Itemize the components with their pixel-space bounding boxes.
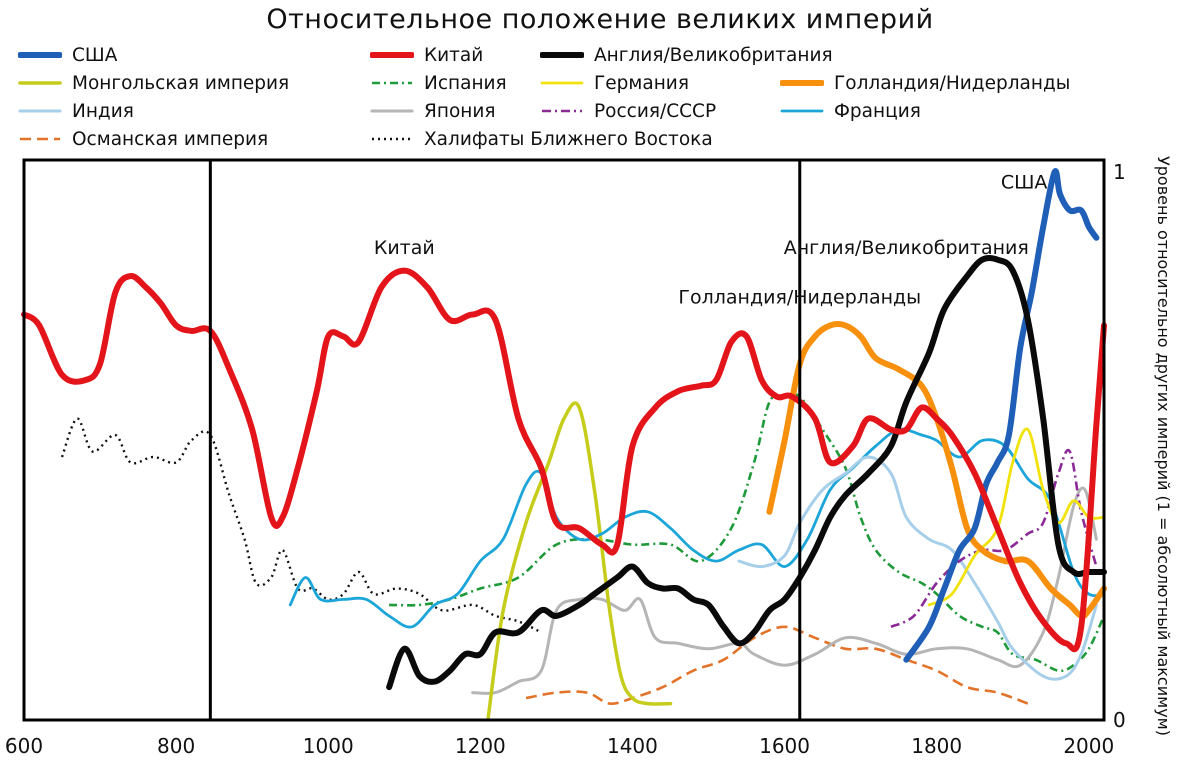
legend-label-11: Османская империя [72,128,269,150]
y-tick-label-1: 1 [1113,160,1126,184]
legend-item-6: Голландия/Нидерланды [780,70,1070,96]
legend-item-11: Османская империя [18,126,268,152]
series-line-11 [525,625,1029,706]
legend-swatch-12 [372,137,412,141]
x-tick-label-1000: 1000 [303,734,354,758]
legend-swatch-6 [780,80,824,86]
series-layer [21,168,1107,722]
series-line-8 [471,486,1098,695]
x-tick-label-2000: 2000 [1063,734,1114,758]
legend-label-10: Франция [834,100,921,122]
series-line-1 [21,267,1107,653]
series-line-9 [890,448,1098,629]
legend-label-5: Германия [594,72,689,94]
legend-swatch-5 [540,81,584,85]
y-tick-label-0: 0 [1113,708,1126,732]
series-line-5 [927,427,1106,607]
legend-label-0: США [72,44,118,66]
legend-item-3: Монгольская империя [18,70,289,96]
legend-label-4: Испания [424,72,507,94]
legend-label-8: Япония [424,100,496,122]
series-line-4 [389,392,1106,673]
legend-item-1: Китай [370,42,483,68]
x-tick-label-800: 800 [157,734,195,758]
legend-swatch-3 [18,81,62,85]
legend-item-4: Испания [370,70,507,96]
legend-item-5: Германия [540,70,689,96]
series-line-3 [486,401,673,722]
frame-layer [22,158,1106,722]
legend-swatch-11 [20,137,60,141]
legend-item-12: Халифаты Ближнего Востока [370,126,713,152]
legend-item-8: Япония [370,98,496,124]
series-line-2 [386,254,1107,691]
annotation-0: Китай [374,237,435,259]
x-tick-label-1200: 1200 [455,734,506,758]
legend-item-0: США [18,42,117,68]
annotation-2: Англия/Великобритания [784,237,1029,259]
series-line-10 [288,427,1106,629]
legend-swatch-7 [18,109,62,113]
chart-title: Относительное положение великих империй [266,4,934,35]
legend-label-2: Англия/Великобритания [594,44,833,66]
legend-swatch-0 [18,52,62,58]
legend: США Китай Англия/Великобритания Монгольская… [0,0,1200,160]
plot-frame [22,158,1106,722]
legend-label-9: Россия/СССР [594,100,717,122]
legend-item-7: Индия [18,98,134,124]
annotation-3: США [1001,171,1048,193]
legend-swatch-10 [780,109,824,113]
legend-item-10: Франция [780,98,921,124]
x-tick-label-1400: 1400 [607,734,658,758]
legend-label-3: Монгольская империя [72,72,290,94]
legend-swatch-9 [542,109,582,113]
legend-swatch-4 [372,81,412,85]
x-tick-label-1600: 1600 [759,734,810,758]
legend-swatch-8 [370,109,414,113]
series-line-6 [766,321,1107,620]
legend-swatch-1 [370,52,414,58]
legend-label-1: Китай [424,44,484,66]
legend-swatch-2 [540,52,584,58]
series-line-0 [903,168,1100,663]
legend-label-6: Голландия/Нидерланды [834,72,1071,94]
legend-item-2: Англия/Великобритания [540,42,833,68]
x-tick-label-600: 600 [5,734,43,758]
legend-label-12: Халифаты Ближнего Востока [424,128,713,150]
x-tick-label-1800: 1800 [911,734,962,758]
y-axis-label: Уровень относительно других империй (1 =… [1154,156,1173,736]
legend-item-9: Россия/СССР [540,98,716,124]
annotation-1: Голландия/Нидерланды [678,287,921,309]
legend-label-7: Индия [72,100,134,122]
